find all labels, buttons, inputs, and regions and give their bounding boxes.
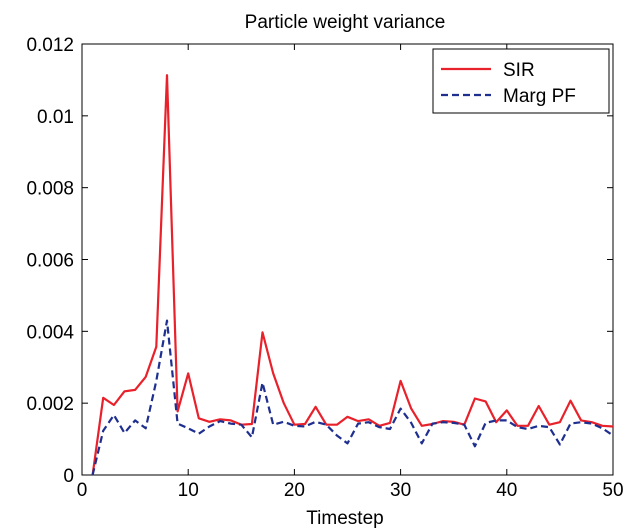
- y-tick-label: 0.006: [26, 251, 74, 272]
- x-tick-label: 10: [178, 480, 199, 501]
- legend-label: Marg PF: [503, 86, 576, 107]
- series-line-marg-pf: [91, 319, 614, 476]
- legend: SIR Marg PF: [432, 48, 610, 114]
- series-layer: [91, 74, 614, 476]
- x-tick-label: 30: [390, 480, 411, 501]
- y-tick-label: 0.002: [26, 394, 74, 415]
- x-axis: 0 10 20 30 40 50: [77, 44, 624, 501]
- x-axis-label: Timestep: [306, 508, 383, 529]
- y-axis: 0 0.002 0.004 0.006 0.008 0.01 0.012: [26, 35, 613, 487]
- legend-label: SIR: [503, 60, 535, 81]
- y-tick-label: 0: [63, 466, 74, 487]
- y-tick-label: 0.004: [26, 322, 74, 343]
- y-tick-label: 0.012: [26, 35, 74, 56]
- y-tick-label: 0.01: [37, 107, 74, 128]
- legend-box: [432, 48, 610, 114]
- y-tick-label: 0.008: [26, 179, 74, 200]
- x-tick-label: 50: [602, 480, 623, 501]
- series-line-sir: [91, 74, 614, 476]
- chart-title: Particle weight variance: [245, 12, 446, 33]
- x-tick-label: 20: [284, 480, 305, 501]
- x-tick-label: 40: [496, 480, 517, 501]
- x-tick-label: 0: [77, 480, 88, 501]
